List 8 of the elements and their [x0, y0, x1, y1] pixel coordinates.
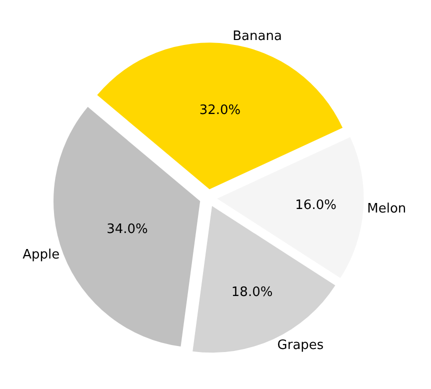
slice-label: Banana [232, 29, 282, 44]
data-label: 16.0% [295, 198, 336, 214]
data-label: 32.0% [199, 102, 241, 118]
slice-label: Grapes [277, 338, 324, 353]
slice-label: Melon [367, 201, 406, 216]
data-label: 34.0% [106, 222, 148, 237]
data-label: 18.0% [231, 285, 273, 300]
slice-label: Apple [22, 248, 60, 263]
